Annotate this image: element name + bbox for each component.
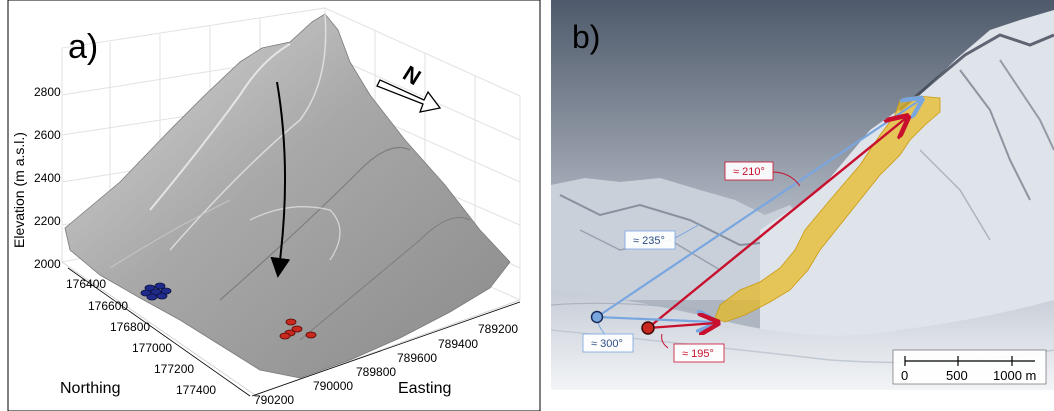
svg-text:≈ 195°: ≈ 195° (682, 348, 714, 360)
blue-marker (154, 282, 166, 290)
z-tick-label: 2800 (34, 85, 61, 99)
blue-marker (156, 292, 168, 300)
blue-origin-point (590, 310, 604, 324)
easting-tick-label: 789600 (397, 351, 437, 365)
red-origin-point (641, 321, 655, 335)
svg-text:≈ 300°: ≈ 300° (591, 338, 623, 350)
north-arrow: N (376, 61, 442, 113)
northing-tick-label: 176400 (66, 277, 106, 291)
blue-main-arrow (596, 100, 920, 318)
avalanche-deposit (714, 95, 941, 323)
blue-short-arrow (596, 317, 714, 322)
angle-label-red-main: ≈ 210° (724, 161, 774, 181)
easting-tick-label: 790200 (254, 393, 294, 407)
red-marker-cluster (279, 318, 317, 340)
z-tick-label: 2400 (34, 171, 61, 185)
red-marker (285, 318, 297, 326)
panel-b-label: b) (572, 19, 600, 55)
north-arrow-icon (376, 79, 442, 113)
z-tick-label: 2200 (34, 214, 61, 228)
panel-b: ≈ 210° ≈ 235° ≈ 300° ≈ 195° 0 (551, 0, 1054, 390)
red-marker (279, 332, 291, 340)
panel-a: a) N Elevation (m a.s.l.) 2000 2200 2400… (7, 0, 541, 411)
angle-label-blue-main: ≈ 235° (624, 230, 676, 250)
northing-axis: 176400 176600 176800 177000 177200 17740… (60, 267, 251, 397)
terrain-surface (64, 13, 511, 379)
red-marker (305, 331, 317, 339)
easting-axis-label: Easting (398, 380, 451, 397)
easting-tick-label: 790000 (313, 379, 353, 393)
easting-tick-label: 789200 (478, 322, 518, 336)
panel-a-label: a) (68, 28, 98, 66)
red-main-arrow (647, 118, 906, 329)
northing-tick-label: 177000 (132, 341, 172, 355)
easting-tick-label: 789400 (438, 337, 478, 351)
easting-tick-label: 789800 (356, 365, 396, 379)
scale-label-1000: 1000 m (993, 368, 1036, 383)
northing-tick-label: 176600 (88, 299, 128, 313)
scale-label-0: 0 (901, 368, 908, 383)
red-marker (291, 325, 303, 333)
northing-tick-label: 177400 (176, 383, 216, 397)
scale-bar: 0 500 1000 m (892, 349, 1047, 385)
easting-axis: 789200 789400 789600 789800 790000 79020… (251, 301, 521, 407)
z-tick-label: 2000 (34, 257, 61, 271)
angle-label-blue-short: ≈ 300° (582, 333, 634, 353)
red-short-arrow (647, 323, 716, 328)
svg-text:≈ 210°: ≈ 210° (733, 166, 765, 178)
northing-tick-label: 176800 (110, 320, 150, 334)
blue-marker-cluster (140, 282, 172, 301)
blue-marker (146, 293, 158, 301)
elevation-axis-label: Elevation (m a.s.l.) (11, 132, 27, 248)
flow-direction-arrow (270, 81, 291, 278)
angle-label-red-short: ≈ 195° (673, 343, 725, 363)
scale-label-500: 500 (946, 368, 968, 383)
z-tick-label: 2600 (34, 128, 61, 142)
svg-text:≈ 235°: ≈ 235° (633, 235, 665, 247)
northing-tick-label: 177200 (154, 362, 194, 376)
main-mountain (760, 10, 1054, 390)
distant-mountains (551, 178, 808, 300)
northing-axis-label: Northing (60, 380, 120, 397)
elevation-axis: Elevation (m a.s.l.) 2000 2200 2400 2600… (11, 85, 61, 271)
